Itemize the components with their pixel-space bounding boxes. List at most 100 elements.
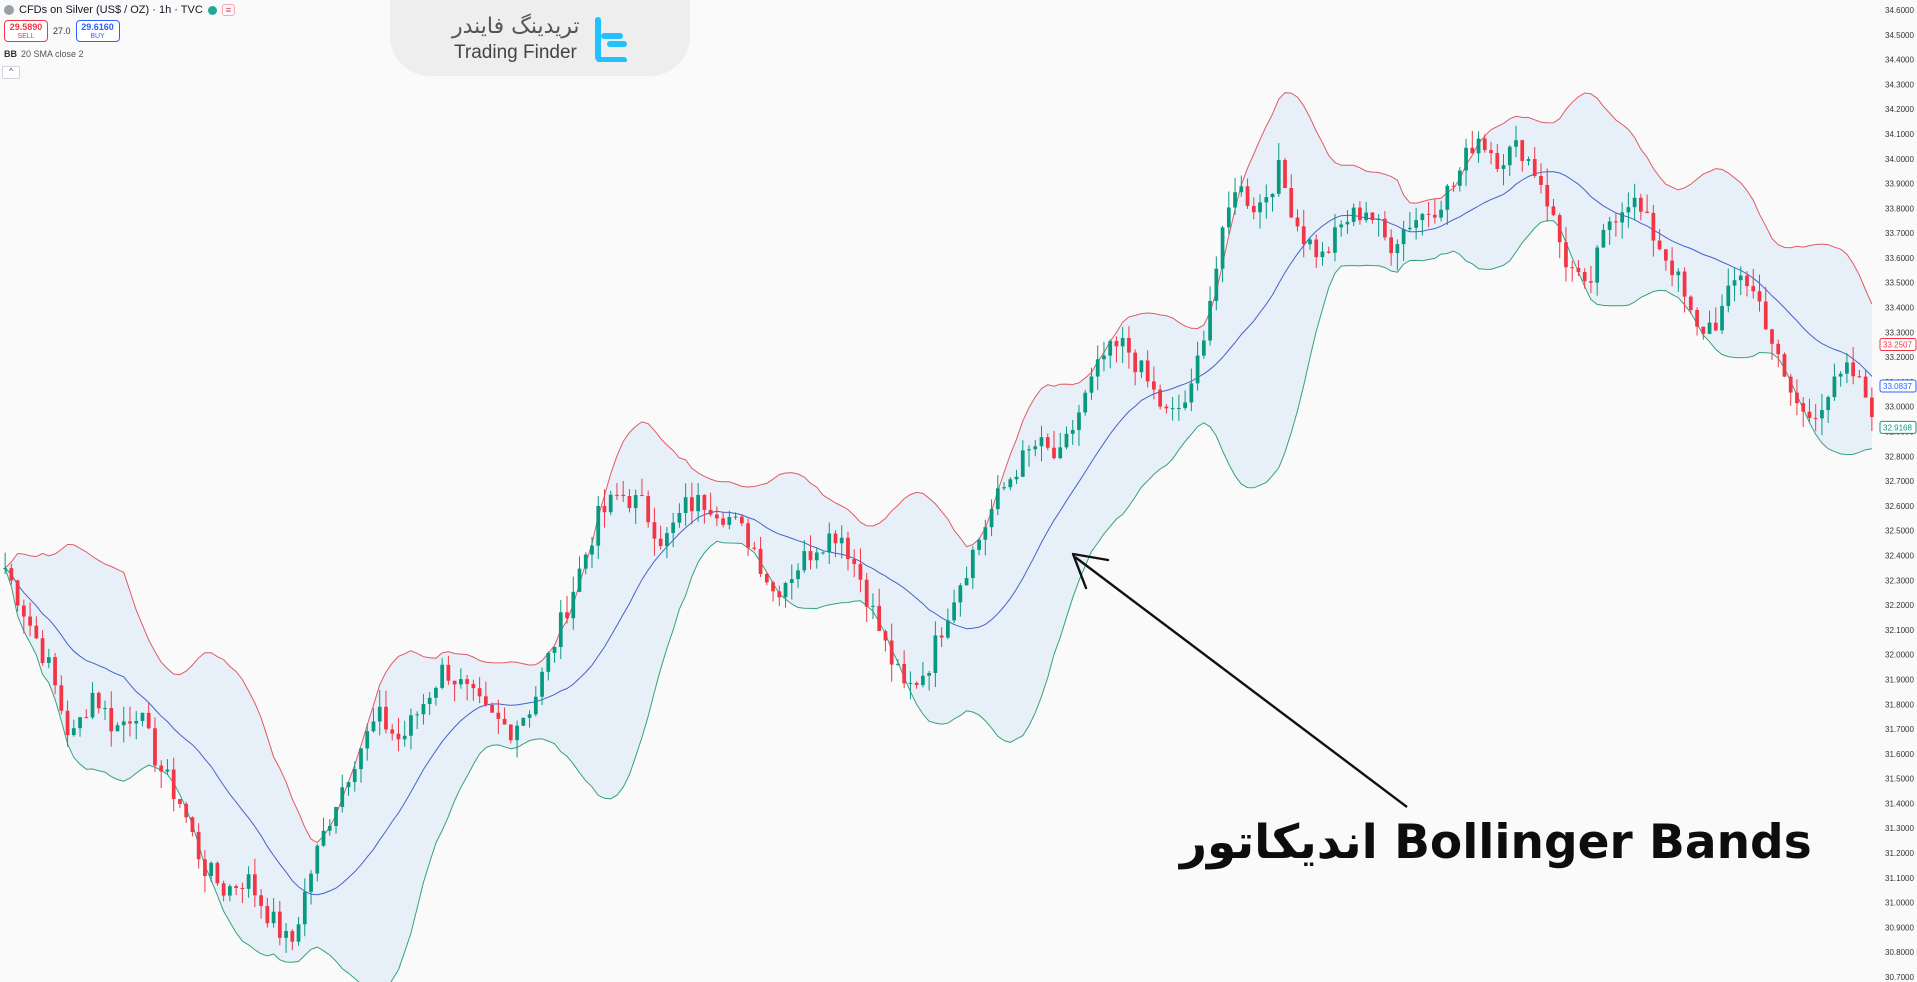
- candle-body: [1127, 337, 1131, 353]
- candle-body: [396, 733, 401, 740]
- candle-body: [833, 533, 838, 544]
- candle-body: [902, 663, 907, 684]
- candle-body: [140, 712, 145, 721]
- candle-body: [871, 605, 875, 607]
- candle-body: [209, 862, 214, 877]
- candle-body: [1813, 418, 1818, 420]
- candle-body: [796, 570, 800, 580]
- candle-body: [427, 697, 432, 705]
- candle-body: [1027, 449, 1031, 451]
- symbol-tag-badge[interactable]: ≡: [221, 4, 236, 16]
- price-tick-label: 31.3000: [1885, 824, 1914, 833]
- candle-body: [1582, 272, 1587, 282]
- candle-body: [1389, 237, 1394, 254]
- candle-body: [1614, 221, 1618, 223]
- candle-body: [3, 568, 7, 570]
- candle-body: [1283, 160, 1287, 189]
- price-axis[interactable]: 34.6000 34.5000 34.4000 34.3000 34.2000 34.10…: [1885, 6, 1914, 982]
- price-tick-label: 33.7000: [1885, 229, 1914, 238]
- candle-body: [633, 495, 638, 509]
- candle-body: [1726, 285, 1731, 306]
- candle-body: [1801, 403, 1806, 412]
- price-tick-label: 34.6000: [1885, 6, 1914, 15]
- silver-logo-icon: [4, 5, 14, 15]
- candle-body: [1595, 247, 1600, 283]
- candle-body: [1008, 479, 1013, 488]
- candle-body: [577, 568, 582, 592]
- price-tick-label: 33.9000: [1885, 180, 1914, 189]
- candle-body: [84, 717, 89, 719]
- candle-body: [409, 715, 413, 736]
- indicator-legend[interactable]: BB 20 SMA close 2: [4, 49, 84, 59]
- candle-body: [1220, 227, 1225, 269]
- buy-button[interactable]: 29.6160 BUY: [75, 20, 120, 42]
- sell-label: SELL: [17, 33, 35, 40]
- candle-body: [939, 635, 944, 638]
- candle-body: [1695, 310, 1699, 327]
- spread-value: 27.0: [53, 26, 71, 36]
- candle-body: [1077, 412, 1081, 430]
- candle-body: [1158, 389, 1163, 407]
- arrow-head: [1071, 552, 1110, 590]
- candle-body: [377, 706, 382, 722]
- sell-price: 29.5890: [9, 22, 43, 32]
- candle-body: [153, 728, 157, 766]
- candle-body: [783, 582, 788, 598]
- sell-button[interactable]: 29.5890 SELL: [4, 20, 48, 42]
- candle-body: [1058, 447, 1063, 459]
- candle-body: [1420, 213, 1425, 221]
- candle-body: [340, 787, 345, 807]
- candle-body: [452, 680, 457, 685]
- candle-body: [839, 537, 844, 544]
- candle-body: [977, 539, 981, 550]
- candle-body: [646, 496, 651, 523]
- candle-body: [864, 579, 869, 607]
- candle-body: [615, 494, 619, 496]
- candle-body: [889, 640, 894, 665]
- candle-body: [1339, 224, 1344, 228]
- price-tick-label: 32.7000: [1885, 477, 1914, 486]
- candle-body: [596, 505, 601, 546]
- candle-body: [914, 682, 919, 686]
- candle-body: [989, 509, 994, 528]
- price-tick-label: 31.8000: [1885, 700, 1914, 709]
- candle-body: [1489, 150, 1493, 154]
- candle-body: [808, 551, 813, 561]
- price-tick-label: 32.8000: [1885, 452, 1914, 461]
- candle-body: [1226, 207, 1231, 228]
- candle-body: [1208, 300, 1212, 341]
- candle-body: [1320, 251, 1325, 258]
- candle-body: [1251, 205, 1256, 213]
- candle-body: [1476, 138, 1481, 154]
- candle-body: [1114, 341, 1119, 347]
- candle-body: [714, 514, 719, 519]
- symbol-title[interactable]: CFDs on Silver (US$ / OZ) · 1h · TVC: [19, 4, 203, 16]
- candle-body: [59, 685, 64, 711]
- indicator-params: 20 SMA close 2: [21, 49, 84, 59]
- candle-body: [1732, 280, 1737, 286]
- buy-label: BUY: [90, 33, 105, 40]
- price-tick-label: 31.5000: [1885, 775, 1914, 784]
- candle-body: [1501, 165, 1506, 169]
- price-tag-label: 33.0837: [1883, 382, 1912, 391]
- candle-body: [53, 657, 57, 686]
- candle-body: [1682, 271, 1687, 297]
- candle-body: [515, 725, 519, 741]
- candle-body: [121, 721, 126, 726]
- candle-body: [1645, 211, 1649, 213]
- candle-body: [908, 682, 913, 684]
- candle-body: [1089, 376, 1094, 393]
- candle-body: [1401, 229, 1406, 245]
- candle-body: [1052, 447, 1056, 459]
- candle-body: [459, 679, 463, 685]
- candle-body: [1264, 197, 1269, 203]
- candle-body: [1832, 376, 1837, 398]
- candle-body: [933, 635, 938, 673]
- candle-body: [346, 782, 351, 788]
- collapse-legend-button[interactable]: ^: [2, 66, 20, 79]
- candle-body: [1383, 218, 1387, 238]
- candle-body: [184, 803, 189, 818]
- annotation-arrow: [1071, 552, 1408, 808]
- candle-body: [271, 911, 276, 924]
